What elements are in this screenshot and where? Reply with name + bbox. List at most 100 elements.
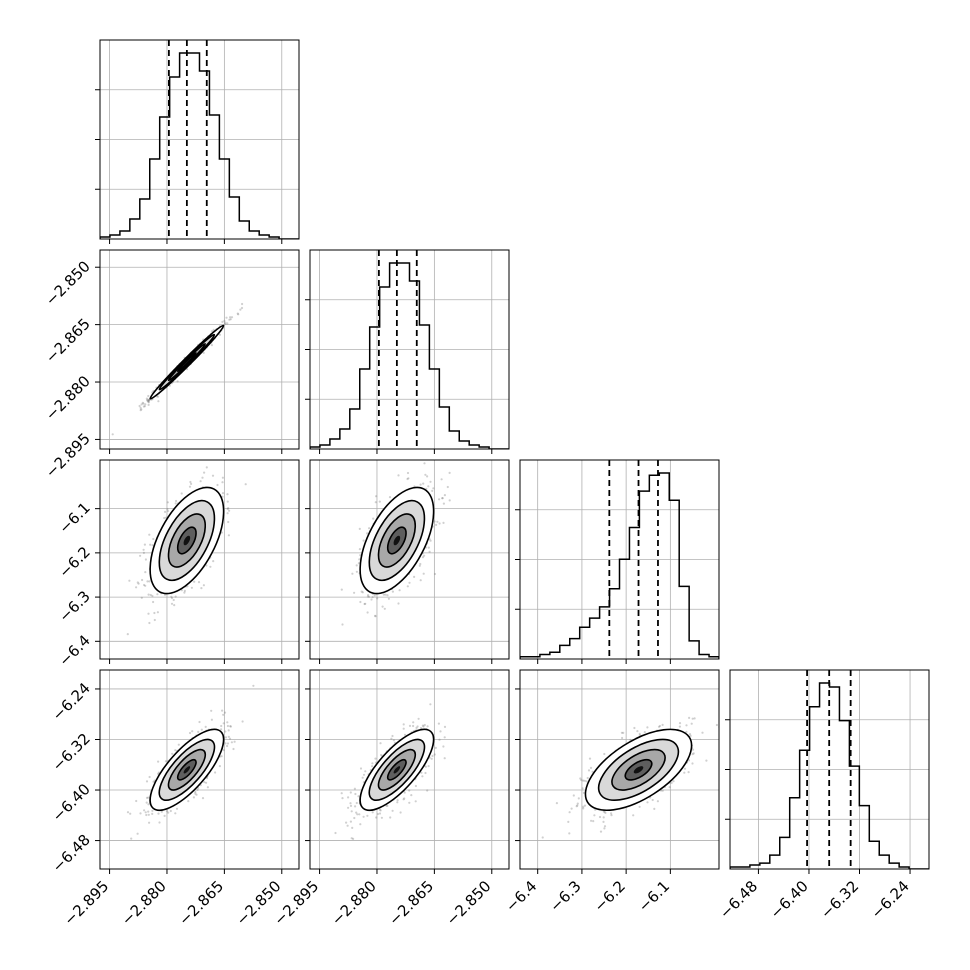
scatter-point (434, 746, 437, 750)
histogram-line (100, 52, 299, 239)
scatter-point (691, 748, 695, 751)
scatter-point (141, 578, 144, 582)
scatter-point (442, 502, 445, 505)
scatter-point (197, 730, 200, 734)
scatter-point (180, 492, 183, 495)
panel-1-1 (305, 249, 510, 454)
scatter-point (397, 602, 400, 605)
scatter-point (340, 792, 343, 795)
x-tick-label: −6.3 (546, 877, 584, 915)
panel-frame (519, 459, 720, 660)
scatter-point (375, 816, 378, 819)
scatter-point (347, 806, 350, 809)
x-tick-label: −6.48 (716, 877, 761, 922)
scatter-point (443, 725, 447, 729)
scatter-point (200, 587, 203, 590)
scatter-point (349, 791, 352, 794)
scatter-point (226, 512, 229, 515)
scatter-point (220, 755, 223, 758)
scatter-point (570, 807, 573, 810)
scatter-point (226, 744, 229, 748)
scatter-point (632, 814, 635, 817)
scatter-point (589, 766, 593, 770)
scatter-point (582, 805, 585, 808)
scatter-point (412, 721, 415, 724)
scatter-point (126, 811, 130, 814)
x-tick-label: −2.880 (118, 877, 170, 929)
scatter-point (446, 485, 449, 489)
scatter-point (174, 502, 177, 505)
scatter-point (408, 724, 412, 728)
scatter-point (147, 399, 150, 402)
scatter-point (427, 765, 430, 768)
scatter-point (587, 769, 591, 772)
scatter-point (175, 807, 179, 810)
scatter-point (135, 799, 138, 803)
scatter-point (240, 306, 244, 310)
scatter-point (431, 489, 434, 492)
scatter-point (146, 398, 149, 401)
scatter-point (145, 796, 149, 800)
scatter-point (226, 493, 229, 496)
scatter-point (157, 400, 160, 403)
scatter-point (229, 725, 232, 728)
scatter-point (374, 501, 377, 504)
scatter-point (195, 793, 198, 796)
scatter-point (421, 556, 425, 559)
scatter-point (140, 408, 143, 411)
scatter-point (374, 614, 377, 617)
scatter-point (357, 562, 360, 565)
scatter-point (379, 809, 382, 812)
scatter-point (661, 723, 664, 727)
scatter-point (442, 521, 445, 525)
scatter-point (362, 773, 366, 776)
scatter-point (398, 589, 401, 592)
scatter-point (151, 544, 154, 547)
scatter-point (378, 808, 381, 811)
scatter-point (423, 554, 426, 557)
scatter-point (139, 406, 142, 409)
scatter-point (443, 494, 446, 497)
scatter-point (228, 737, 232, 740)
scatter-point (592, 820, 595, 823)
scatter-point (576, 802, 579, 805)
scatter-point (222, 749, 225, 752)
scatter-point (206, 786, 209, 789)
scatter-point (166, 501, 169, 504)
scatter-point (426, 475, 429, 478)
scatter-point (388, 496, 392, 499)
scatter-point (224, 730, 227, 733)
scatter-point (364, 602, 367, 605)
scatter-point (135, 586, 138, 589)
scatter-point (651, 798, 654, 802)
scatter-point (396, 799, 399, 802)
scatter-point (201, 476, 204, 479)
y-tick-label: −2.895 (42, 430, 94, 482)
panel-frame (519, 669, 720, 870)
scatter-point (356, 813, 359, 816)
scatter-point (421, 724, 424, 727)
scatter-point (668, 786, 671, 789)
scatter-point (171, 752, 174, 755)
scatter-point (350, 837, 353, 840)
scatter-point (427, 546, 430, 549)
scatter-point (429, 539, 432, 542)
scatter-point (375, 495, 378, 498)
scatter-point (363, 602, 366, 606)
scatter-point (147, 399, 150, 402)
scatter-point (220, 724, 223, 728)
scatter-point (142, 548, 145, 551)
scatter-point (358, 813, 361, 816)
scatter-point (137, 582, 140, 585)
scatter-point (575, 805, 578, 808)
scatter-point (378, 500, 381, 503)
scatter-point (148, 580, 151, 583)
scatter-point (183, 589, 186, 593)
scatter-point (415, 726, 418, 730)
scatter-point (341, 797, 344, 800)
scatter-point (221, 481, 224, 484)
scatter-point (340, 588, 343, 591)
x-tick-label: −2.880 (328, 877, 380, 929)
scatter-point (126, 633, 129, 636)
scatter-point (359, 823, 362, 826)
